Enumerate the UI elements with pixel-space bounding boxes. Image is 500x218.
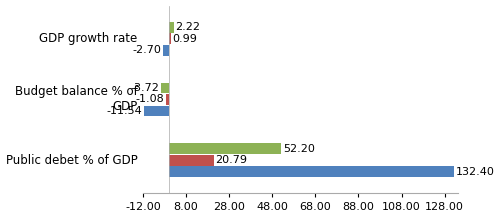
Text: -1.08: -1.08	[136, 94, 164, 104]
Text: 52.20: 52.20	[283, 144, 315, 153]
Bar	[163, 45, 168, 56]
Text: 2.22: 2.22	[175, 22, 200, 32]
Bar	[168, 22, 173, 33]
Text: -11.54: -11.54	[106, 106, 142, 116]
Bar	[168, 33, 171, 44]
Text: 132.40: 132.40	[456, 167, 495, 177]
Bar	[166, 94, 168, 105]
Bar	[168, 143, 281, 154]
Bar	[160, 83, 168, 94]
Text: 20.79: 20.79	[216, 155, 248, 165]
Text: -3.72: -3.72	[130, 83, 159, 93]
Text: 0.99: 0.99	[172, 34, 198, 44]
Bar	[144, 106, 169, 116]
Text: -2.70: -2.70	[132, 45, 161, 55]
Bar	[168, 166, 454, 177]
Bar	[168, 155, 214, 165]
